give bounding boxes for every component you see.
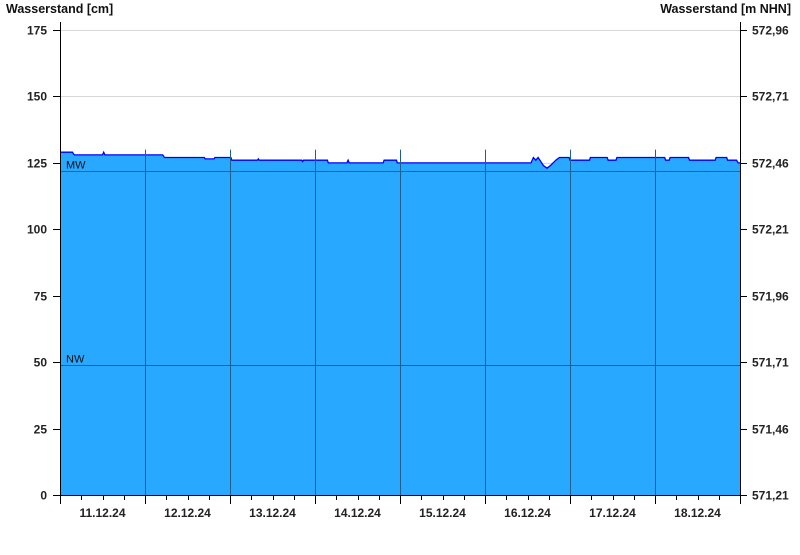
right-tick-label: 571,96 — [752, 290, 789, 304]
right-tick-label: 571,46 — [752, 423, 789, 437]
x-tick-label: 18.12.24 — [674, 506, 721, 520]
right-tick-label: 572,96 — [752, 24, 789, 38]
x-tick-label: 14.12.24 — [334, 506, 381, 520]
reference-label-nw: NW — [66, 354, 85, 366]
left-axis-title: Wasserstand [cm] — [6, 2, 113, 16]
left-tick-label: 100 — [27, 223, 47, 237]
x-tick-label: 17.12.24 — [589, 506, 636, 520]
right-tick-label: 572,71 — [752, 90, 789, 104]
left-tick-label: 175 — [27, 24, 47, 38]
left-tick-label: 50 — [34, 356, 48, 370]
x-tick-label: 16.12.24 — [504, 506, 551, 520]
left-tick-label: 75 — [34, 290, 48, 304]
right-tick-label: 572,21 — [752, 223, 789, 237]
reference-label-mw: MW — [66, 160, 86, 172]
left-tick-label: 125 — [27, 157, 47, 171]
left-tick-label: 150 — [27, 90, 47, 104]
right-tick-label: 571,71 — [752, 356, 789, 370]
left-tick-label: 0 — [40, 489, 47, 503]
right-axis-title: Wasserstand [m NHN] — [660, 2, 791, 16]
left-tick-label: 25 — [34, 423, 48, 437]
water-level-line — [60, 150, 740, 170]
right-tick-label: 572,46 — [752, 157, 789, 171]
x-tick-label: 11.12.24 — [79, 506, 125, 520]
x-tick-label: 13.12.24 — [249, 506, 296, 520]
right-tick-label: 571,21 — [752, 489, 789, 503]
x-tick-label: 15.12.24 — [419, 506, 466, 520]
x-tick-label: 12.12.24 — [164, 506, 211, 520]
